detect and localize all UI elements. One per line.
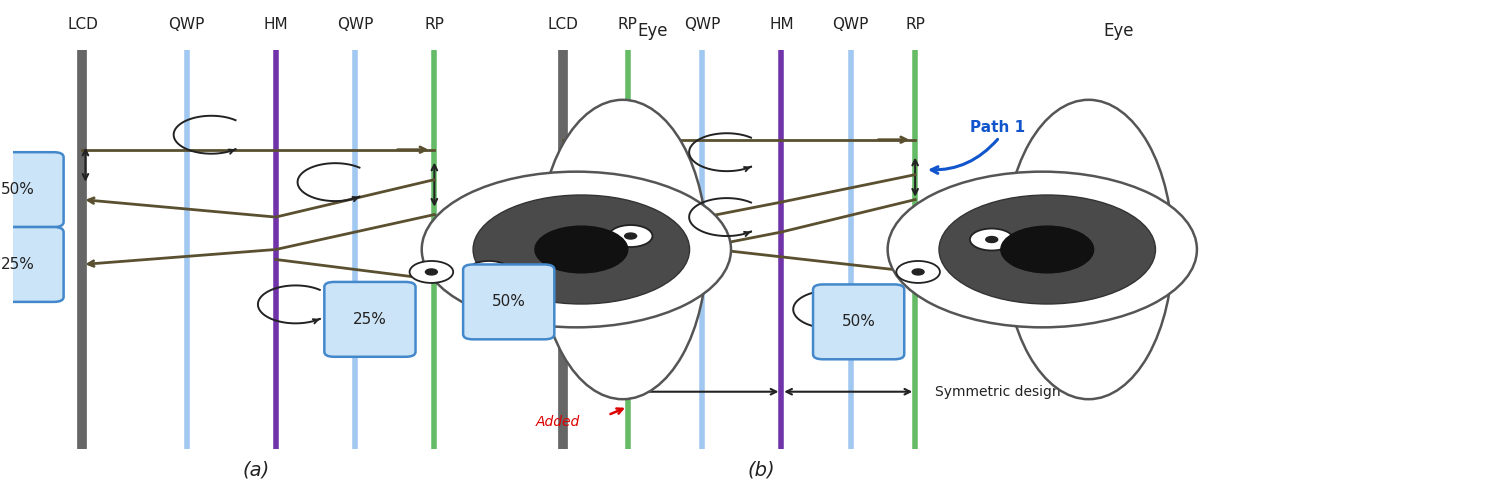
Circle shape bbox=[425, 269, 437, 275]
Text: RP: RP bbox=[906, 17, 925, 32]
Circle shape bbox=[484, 269, 494, 275]
Text: HM: HM bbox=[769, 17, 793, 32]
Text: 50%: 50% bbox=[2, 182, 35, 197]
Circle shape bbox=[912, 269, 924, 275]
Text: Path 2: Path 2 bbox=[553, 220, 608, 235]
Circle shape bbox=[1000, 226, 1093, 273]
Text: 50%: 50% bbox=[841, 314, 876, 329]
FancyBboxPatch shape bbox=[463, 264, 554, 339]
Circle shape bbox=[970, 229, 1014, 250]
Text: (b): (b) bbox=[748, 460, 775, 479]
Text: LCD: LCD bbox=[548, 17, 578, 32]
FancyBboxPatch shape bbox=[813, 284, 904, 359]
Circle shape bbox=[608, 225, 652, 247]
Text: Added: Added bbox=[536, 415, 580, 429]
Text: 50%: 50% bbox=[491, 294, 526, 309]
Text: QWP: QWP bbox=[336, 17, 374, 32]
FancyBboxPatch shape bbox=[324, 282, 416, 357]
Text: 25%: 25% bbox=[2, 257, 35, 272]
Text: QWP: QWP bbox=[168, 17, 204, 32]
Text: QWP: QWP bbox=[683, 17, 719, 32]
Text: LCD: LCD bbox=[68, 17, 98, 32]
Circle shape bbox=[939, 195, 1155, 304]
FancyBboxPatch shape bbox=[0, 152, 63, 227]
Circle shape bbox=[535, 226, 628, 273]
Circle shape bbox=[473, 195, 689, 304]
Ellipse shape bbox=[538, 100, 707, 399]
FancyBboxPatch shape bbox=[0, 227, 63, 302]
Text: RP: RP bbox=[425, 17, 445, 32]
Circle shape bbox=[422, 172, 731, 327]
Circle shape bbox=[897, 261, 940, 283]
Ellipse shape bbox=[1005, 100, 1173, 399]
Text: Eye: Eye bbox=[1102, 22, 1134, 40]
Circle shape bbox=[888, 172, 1197, 327]
Text: HM: HM bbox=[263, 17, 288, 32]
Text: Symmetric design: Symmetric design bbox=[934, 385, 1060, 399]
Circle shape bbox=[625, 233, 637, 239]
Circle shape bbox=[410, 261, 454, 283]
Text: QWP: QWP bbox=[832, 17, 868, 32]
Text: RP: RP bbox=[617, 17, 638, 32]
Text: Path 1: Path 1 bbox=[970, 120, 1024, 135]
Text: 25%: 25% bbox=[353, 312, 388, 327]
Circle shape bbox=[467, 261, 511, 283]
Text: (a): (a) bbox=[242, 460, 269, 479]
Text: Eye: Eye bbox=[637, 22, 668, 40]
Circle shape bbox=[985, 237, 997, 243]
